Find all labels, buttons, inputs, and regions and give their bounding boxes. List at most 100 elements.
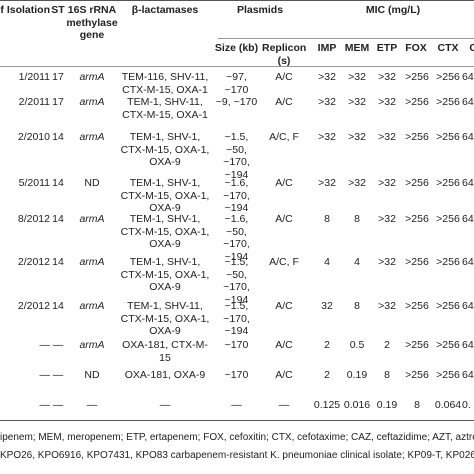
table-cell: 64 <box>462 339 474 351</box>
table-cell: 8 <box>354 213 360 225</box>
table-cell: armA <box>79 256 105 268</box>
table-cell: 17 <box>52 71 64 83</box>
rule <box>0 0 474 1</box>
header-cell: 16S rRNA methylase gene <box>66 4 118 41</box>
table-cell: >256 <box>436 131 460 143</box>
table-cell: >256 <box>405 369 429 381</box>
table-cell: 64 <box>462 71 474 83</box>
table-cell: 8 <box>384 369 390 381</box>
table-cell: 14 <box>52 177 64 189</box>
header-cell: FOX <box>405 42 427 54</box>
table-cell: >32 <box>318 177 336 189</box>
table-cell: ~1.5, ~50, ~170, ~194 <box>223 256 250 306</box>
table-cell: 0.125 <box>313 399 341 411</box>
table-cell: 2/2012 <box>17 256 50 268</box>
table-cell: A/C <box>275 213 293 225</box>
table-cell: 0.19 <box>346 369 368 381</box>
header-cell: Plasmids <box>236 4 284 16</box>
table-cell: A/C <box>275 71 293 83</box>
table-cell: 5/2011 <box>18 177 50 189</box>
table-cell: ND <box>84 177 100 189</box>
table-cell: — <box>52 399 64 411</box>
header-cell: IMP <box>317 42 337 54</box>
table-cell: 4 <box>354 256 360 268</box>
table-cell: >256 <box>436 177 460 189</box>
rule <box>0 420 474 421</box>
table-cell: >32 <box>318 96 336 108</box>
header-cell: f Isolation <box>0 4 50 16</box>
table-cell: A/C <box>275 177 293 189</box>
table-cell: 8 <box>414 399 420 411</box>
table-cell: A/C <box>275 96 293 108</box>
table-cell: >256 <box>405 300 429 312</box>
table-cell: >256 <box>436 213 460 225</box>
table-cell: — <box>39 369 51 381</box>
table-cell: A/C <box>275 300 293 312</box>
table-cell: 2 <box>324 339 330 351</box>
table-cell: ~1.5, ~170, ~194 <box>223 300 250 337</box>
table-cell: 64 <box>462 256 474 268</box>
table-cell: OXA-181, CTX-M-15 <box>122 339 208 364</box>
table-cell: — <box>39 339 51 351</box>
table-cell: >256 <box>436 300 460 312</box>
table-cell: 0.19 <box>376 399 398 411</box>
footnote: KPO26, KPO6916, KPO7431, KPO83 carbapene… <box>0 450 474 461</box>
table-cell: 64 <box>462 369 474 381</box>
rule <box>218 38 474 39</box>
table-cell: 8 <box>354 300 360 312</box>
table-cell: 64 <box>462 96 474 108</box>
table-cell: 2/2012 <box>17 300 50 312</box>
table-cell: >32 <box>348 177 366 189</box>
table-cell: TEM-1, SHV-11, CTX-M-15, OXA-1 <box>122 96 208 121</box>
table-cell: TEM-1, SHV-1, CTX-M-15, OXA-1, OXA-9 <box>120 213 210 250</box>
table-cell: 0. <box>462 399 471 411</box>
table-cell: armA <box>79 71 105 83</box>
table-cell: armA <box>79 96 105 108</box>
table-cell: TEM-116, SHV-11, CTX-M-15, OXA-1 <box>121 71 209 96</box>
table-cell: 8/2012 <box>17 213 50 225</box>
table-cell: — <box>39 399 51 411</box>
table-cell: >32 <box>318 71 336 83</box>
table-cell: 64 <box>462 213 474 225</box>
header-cell: MEM <box>344 42 370 54</box>
header-cell: CTX <box>437 42 459 54</box>
table-cell: 64 <box>462 131 474 143</box>
table-cell: >32 <box>318 131 336 143</box>
table-cell: >32 <box>378 177 396 189</box>
table-cell: >32 <box>378 256 396 268</box>
rule <box>0 66 474 67</box>
table-cell: >256 <box>436 256 460 268</box>
table-cell: A/C <box>275 369 293 381</box>
table-cell: A/C, F <box>269 256 299 268</box>
table-cell: >32 <box>378 96 396 108</box>
table-cell: 4 <box>324 256 330 268</box>
table-cell: >32 <box>378 71 396 83</box>
table-cell: >256 <box>405 96 429 108</box>
table-cell: 14 <box>52 256 64 268</box>
table-cell: TEM-1, SHV-1, CTX-M-15, OXA-1, OXA-9 <box>120 256 210 293</box>
table-cell: 64 <box>462 300 474 312</box>
table-cell: >256 <box>405 177 429 189</box>
table-cell: >32 <box>348 131 366 143</box>
table-cell: armA <box>79 131 105 143</box>
table-cell: >256 <box>405 131 429 143</box>
table-cell: 0.5 <box>349 339 365 351</box>
header-cell: MIC (mg/L) <box>365 4 421 16</box>
table-cell: A/C, F <box>269 131 299 143</box>
table-cell: 14 <box>52 213 64 225</box>
footnote: ipenem; MEM, meropenem; ETP, ertapenem; … <box>0 432 474 443</box>
table-cell: ~170 <box>224 369 249 381</box>
table-cell: armA <box>79 300 105 312</box>
table-cell: 0.064 <box>434 399 462 411</box>
header-cell: Replicon (s) <box>262 42 307 67</box>
header-cell: β-lactamases <box>131 4 199 16</box>
table-cell: TEM-1, SHV-11, CTX-M-15, OXA-1, OXA-9 <box>120 300 210 337</box>
header-cell: ST <box>51 4 65 16</box>
table-cell: — <box>159 399 171 411</box>
table-cell: 8 <box>324 213 330 225</box>
table-cell: 14 <box>52 300 64 312</box>
table-cell: >32 <box>378 300 396 312</box>
header-cell: Size (kb) <box>214 42 259 54</box>
table-cell: TEM-1, SHV-1, CTX-M-15, OXA-1, OXA-9 <box>120 131 210 168</box>
table-cell: OXA-181, OXA-9 <box>124 369 206 381</box>
